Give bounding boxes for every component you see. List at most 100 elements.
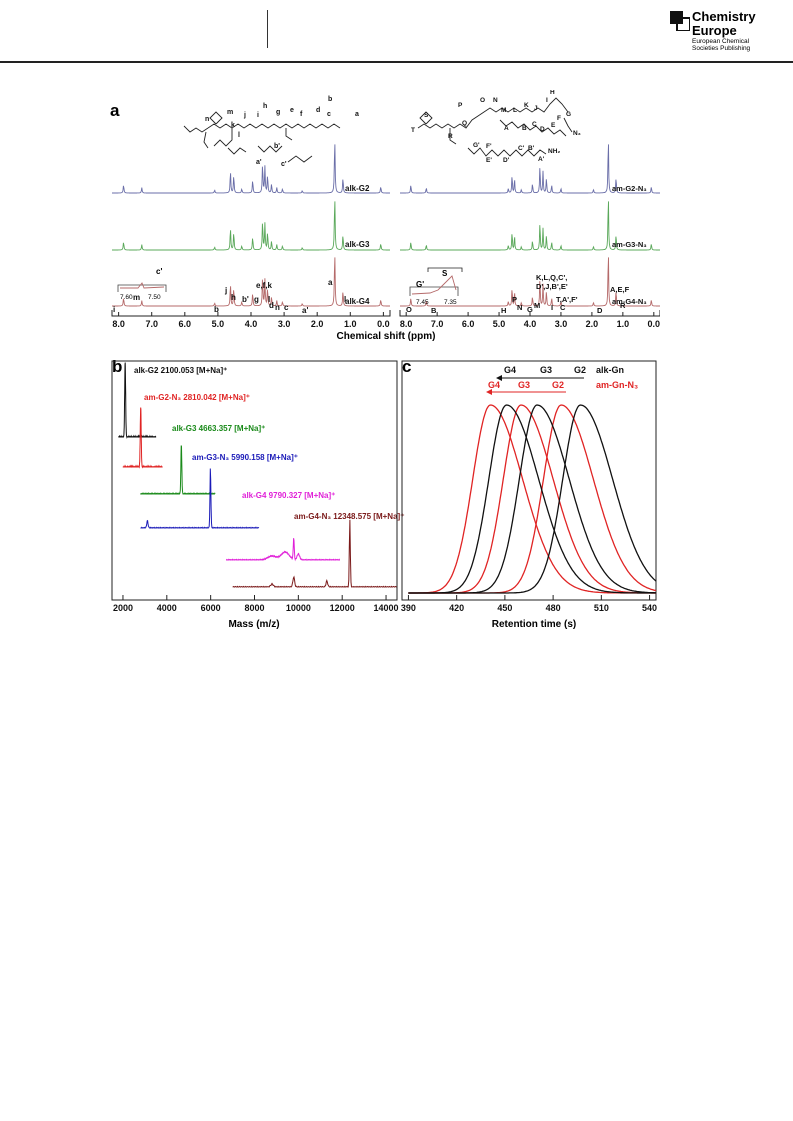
nmr-series-labels: alk-G2 alk-G3 alk-G4 am-G2-N₃ am-G3-N₃ a… — [345, 184, 647, 306]
panel-c-letter: c — [402, 357, 411, 376]
svg-text:H: H — [550, 90, 555, 96]
nmr-tick-label: 6.0 — [462, 319, 475, 329]
svg-text:7.50: 7.50 — [148, 294, 161, 301]
svg-text:D': D' — [503, 157, 510, 164]
svg-text:c: c — [327, 111, 331, 118]
svg-text:b: b — [214, 305, 219, 314]
svg-text:T: T — [411, 127, 415, 134]
nmr-tick-label: 0.0 — [648, 319, 660, 329]
svg-text:C: C — [560, 303, 566, 312]
svg-text:i: i — [257, 112, 259, 119]
maldi-axis-ticks: 2000 4000 6000 8000 10000 12000 14000 — [113, 595, 399, 613]
maldi-trace-0 — [118, 362, 157, 439]
svg-text:R: R — [448, 133, 453, 140]
nmr-tick-label: 3.0 — [278, 319, 291, 329]
svg-text:D: D — [540, 126, 545, 133]
svg-text:c: c — [284, 303, 289, 312]
label-am-g2-n3: am-G2-N₃ — [612, 184, 647, 193]
nmr-tick-label: 7.0 — [145, 319, 158, 329]
svg-text:e,f,k: e,f,k — [256, 281, 273, 290]
svg-text:O: O — [480, 97, 485, 104]
gpc-tick-label: 450 — [497, 603, 512, 613]
nmr-tick-label: 8.0 — [112, 319, 125, 329]
maldi-tick-label: 12000 — [330, 603, 355, 613]
label-am-g3-n3: am-G3-N₃ — [612, 240, 647, 249]
gpc-black-g4 — [408, 404, 656, 594]
svg-text:Q: Q — [462, 120, 467, 127]
gpc-tick-label: 510 — [594, 603, 609, 613]
nmr-spectra — [112, 144, 660, 307]
maldi-trace-5 — [232, 519, 397, 588]
svg-text:F: F — [557, 115, 561, 122]
svg-text:A: A — [504, 125, 509, 132]
maldi-tick-label: 8000 — [244, 603, 264, 613]
svg-text:C': C' — [518, 145, 525, 152]
gpc-black-g3: G3 — [540, 365, 552, 375]
label-am-g4-n3: am-G4-N₃ — [612, 297, 647, 306]
brand-name-line2: Europe — [692, 23, 737, 38]
gpc-red-series: am-Gn-N₃ — [596, 380, 638, 390]
svg-text:c': c' — [156, 267, 162, 276]
nmr-tick-label: 6.0 — [179, 319, 192, 329]
svg-text:N: N — [517, 303, 522, 312]
maldi-trace-1 — [122, 407, 163, 469]
gpc-black-series: alk-Gn — [596, 365, 624, 375]
spectrum-label-am-g4-n3: am-G4-N₃ 12348.575 [M+Na]⁺ — [294, 512, 404, 521]
panel-a-letter: a — [110, 101, 120, 120]
svg-text:e: e — [290, 107, 294, 114]
svg-text:h: h — [263, 103, 267, 110]
nmr-trace-am-g3-n3 — [400, 201, 660, 251]
svg-text:g: g — [254, 295, 259, 304]
svg-text:D: D — [597, 306, 603, 315]
svg-text:a': a' — [256, 159, 262, 166]
chemistry-europe-logo-icon — [670, 11, 690, 31]
brand-name-line1: Chemistry — [692, 9, 756, 24]
svg-text:a: a — [328, 278, 333, 287]
spectrum-label-am-g3-n3: am-G3-N₃ 5990.158 [M+Na]⁺ — [192, 453, 298, 462]
svg-text:n: n — [205, 116, 209, 123]
spectrum-label-alk-g3: alk-G3 4663.357 [M+Na]⁺ — [172, 424, 265, 433]
nmr-tick-label: 1.0 — [617, 319, 630, 329]
svg-text:l: l — [344, 295, 346, 304]
left-peak-labels: i m b j h b' g e,f,k l d n c a' a l — [113, 278, 346, 315]
gpc-axis-ticks: 390 420 450 480 510 540 — [401, 595, 657, 613]
am-structure-labels: S T P O R Q N M L K J I H G F E D C B A … — [411, 90, 581, 164]
nmr-tick-label: 0.0 — [377, 319, 390, 329]
gpc-black-g2: G2 — [574, 365, 586, 375]
svg-text:d: d — [316, 107, 320, 114]
svg-text:D',J,B',E': D',J,B',E' — [536, 282, 568, 291]
svg-text:L: L — [513, 107, 517, 114]
nmr-tick-label: 4.0 — [245, 319, 258, 329]
maldi-tick-label: 6000 — [201, 603, 221, 613]
svg-text:O: O — [406, 305, 412, 314]
svg-text:7.60: 7.60 — [120, 294, 133, 301]
maldi-tick-label: 2000 — [113, 603, 133, 613]
brand-subtitle-line2: Societies Publishing — [692, 45, 751, 52]
svg-text:7.35: 7.35 — [444, 299, 457, 306]
svg-text:E': E' — [486, 157, 492, 164]
am-g4-n3-structure — [417, 97, 573, 157]
nmr-tick-label: 2.0 — [311, 319, 324, 329]
svg-text:l: l — [268, 295, 270, 304]
nmr-tick-label: 4.0 — [524, 319, 537, 329]
nmr-trace-alk-g2 — [112, 144, 390, 194]
label-alk-g2: alk-G2 — [345, 184, 370, 193]
panel-b-letter: b — [112, 357, 122, 376]
svg-text:A,E,F: A,E,F — [610, 285, 630, 294]
nmr-trace-am-g2-n3 — [400, 144, 660, 194]
header-separator — [267, 10, 268, 48]
svg-text:M: M — [534, 301, 540, 310]
gpc-red-g3: G3 — [518, 380, 530, 390]
svg-text:A': A' — [538, 156, 545, 163]
right-inset: G' S 7.45 7.35 — [409, 267, 463, 306]
nmr-tick-label: 8.0 — [400, 319, 413, 329]
gpc-tick-label: 480 — [546, 603, 561, 613]
svg-text:l: l — [238, 132, 240, 139]
maldi-xlabel: Mass (m/z) — [228, 619, 279, 630]
svg-text:M: M — [501, 107, 506, 114]
svg-text:NH₂: NH₂ — [548, 148, 560, 155]
svg-text:j: j — [224, 286, 227, 295]
svg-text:b: b — [328, 96, 332, 103]
nmr-xlabel: Chemical shift (ppm) — [337, 331, 436, 342]
maldi-tick-label: 4000 — [157, 603, 177, 613]
